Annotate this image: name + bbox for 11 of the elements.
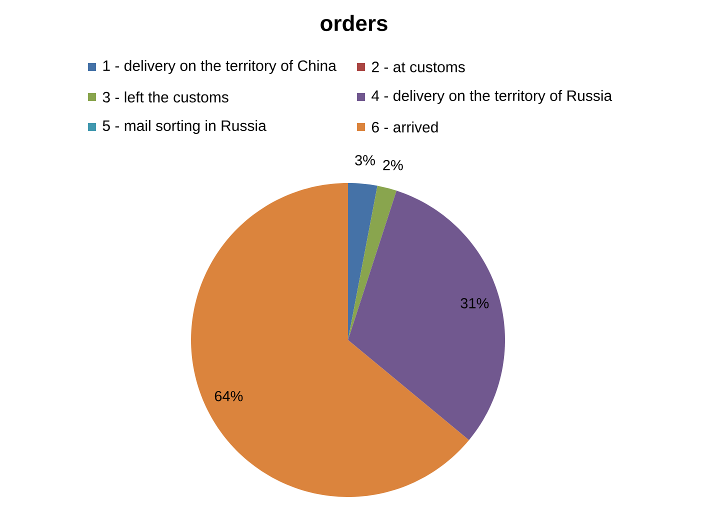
data-label: 2% — [383, 160, 403, 170]
legend-label: 3 - left the customs — [102, 91, 228, 102]
data-label: 31% — [460, 298, 489, 308]
legend-label: 5 - mail sorting in Russia — [102, 120, 266, 134]
legend-label: 1 - delivery on the territory of China — [103, 60, 336, 74]
legend-label: 4 - delivery on the territory of Russia — [372, 90, 612, 104]
legend-label: 2 - at customs — [372, 62, 465, 72]
data-label: 3% — [355, 155, 375, 166]
chart-title: orders — [320, 14, 388, 32]
data-label: 64% — [214, 391, 243, 402]
legend-label: 6 - arrived — [372, 121, 438, 132]
